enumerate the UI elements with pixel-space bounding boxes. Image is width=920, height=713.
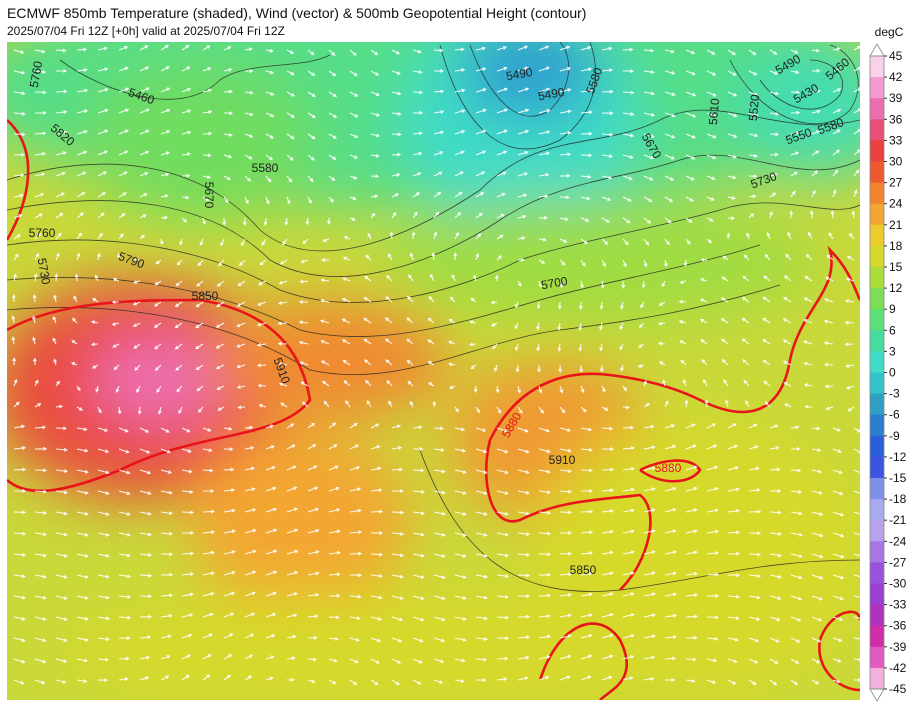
colorbar-tick-label: 24 [889,197,903,211]
contour-label: 5670 [202,182,216,209]
contour-label: 5910 [549,453,576,467]
title: ECMWF 850mb Temperature (shaded), Wind (… [7,5,586,21]
colorbar-segment [870,478,884,500]
contour-label: 5850 [570,563,597,577]
colorbar-tick-label: 0 [889,366,896,380]
colorbar-tick-label: -42 [889,661,907,675]
colorbar-tick-label: -21 [889,513,907,527]
colorbar-tick-label: -9 [889,429,900,443]
colorbar-segment [870,309,884,331]
colorbar-segment [870,182,884,205]
colorbar-tick-label: 39 [889,91,903,105]
colorbar-segment [870,56,884,78]
colorbar-tick-label: -30 [889,577,907,591]
colorbar-segment [870,583,884,606]
contour-label: 5730 [35,257,53,286]
contour-label: 5490 [537,85,566,103]
colorbar-unit: degC [875,25,904,39]
colorbar-segment [870,435,884,458]
colorbar-tick-label: -12 [889,450,907,464]
contour-label: 5520 [746,93,762,121]
colorbar-segment [870,140,884,162]
colorbar-segment [870,351,884,373]
colorbar-tick-label: 36 [889,112,903,126]
subtitle: 2025/07/04 Fri 12Z [+0h] valid at 2025/0… [7,24,285,38]
colorbar-segment [870,456,884,479]
contour-label: 5610 [706,97,722,125]
colorbar-tick-label: 6 [889,323,896,337]
contour-label: 5490 [505,65,534,83]
colorbar-segment [870,520,884,542]
colorbar-segment [870,245,884,268]
colorbar-segment [870,224,884,247]
contour-label: 5760 [29,226,56,240]
colorbar-segment [870,625,884,648]
colorbar-segment [870,330,884,352]
colorbar-tick-label: 21 [889,218,903,232]
colorbar-tick-label: -18 [889,492,907,506]
colorbar-segment [870,77,884,99]
colorbar-tick-label: -36 [889,619,907,633]
colorbar-segment [870,667,884,690]
colorbar-segment [870,646,884,669]
colorbar-segment [870,604,884,627]
5880-contour [7,119,860,700]
colorbar-segment [870,562,884,584]
colorbar-tick-label: 45 [889,49,903,63]
colorbar-segment [870,414,884,437]
colorbar-tick-label: 42 [889,70,903,84]
colorbar-tick-label: 9 [889,302,896,316]
colorbar-bottom-cap [869,688,885,702]
colorbar-tick-label: -6 [889,408,900,422]
colorbar-segment [870,267,884,289]
contour-label: 5850 [192,289,219,303]
colorbar-tick-label: -45 [889,682,907,696]
colorbar-tick-label: 15 [889,260,903,274]
colorbar-tick-label: 27 [889,176,903,190]
wind-vectors [11,44,860,686]
colorbar-segment [870,288,884,310]
colorbar-tick-label: 30 [889,155,903,169]
colorbar-tick-label: -27 [889,555,907,569]
colorbar-segment [870,161,884,184]
colorbar-tick-label: -24 [889,534,907,548]
colorbar-segment [870,499,884,521]
height-contours [7,42,860,592]
colorbar-tick-label: -33 [889,598,907,612]
contour-label: 5700 [540,274,569,292]
colorbar-segment [870,98,884,120]
colorbar-segment [870,541,884,563]
contour-label: 5760 [27,60,45,89]
colorbar-segment [870,372,884,395]
colorbar-tick-label: 18 [889,239,903,253]
contour-label: 5580 [252,161,279,175]
colorbar-tick-label: -39 [889,640,907,654]
colorbar-tick-label: 33 [889,133,903,147]
colorbar-segment [870,119,884,141]
colorbar-tick-label: -3 [889,387,900,401]
colorbar: degC 4542393633302724211815129630-3-6-9-… [869,25,907,702]
colorbar-segment [870,203,884,226]
colorbar-segment [870,393,884,416]
colorbar-tick-label: -15 [889,471,907,485]
colorbar-top-cap [869,43,885,57]
contour-label: 5880 [655,461,682,475]
colorbar-tick-label: 3 [889,344,896,358]
colorbar-tick-label: 12 [889,281,903,295]
